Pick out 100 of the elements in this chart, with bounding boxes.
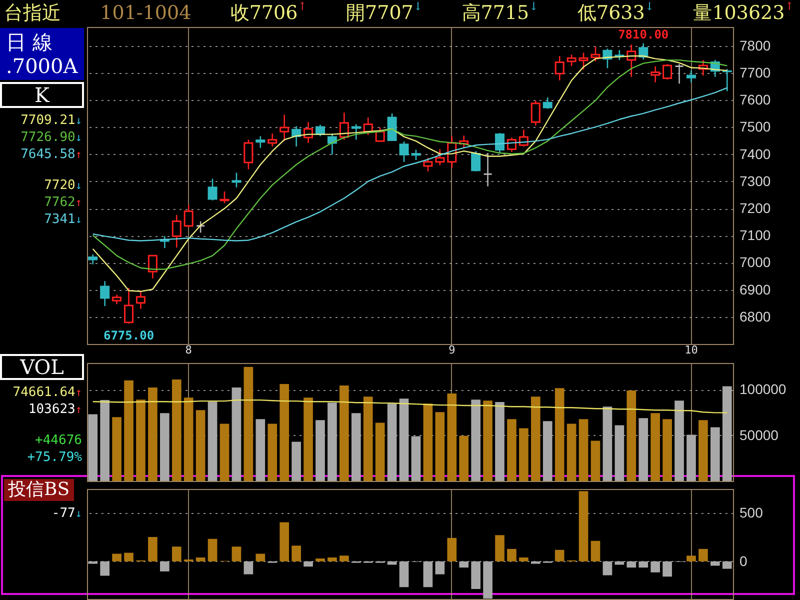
y-tick-label: 7500 — [740, 118, 771, 135]
bar — [208, 538, 218, 562]
bar — [698, 420, 708, 481]
candlestick — [208, 178, 218, 202]
y-tick-label: 6800 — [740, 308, 771, 324]
bar — [196, 410, 206, 481]
y-tick-label: 7600 — [740, 92, 771, 108]
y-tick-label: 7000 — [740, 254, 771, 270]
text: -77↓ — [50, 505, 83, 522]
chart-title: 台指近 — [4, 0, 61, 26]
bar — [554, 550, 564, 562]
candlestick — [495, 132, 505, 154]
bar — [280, 522, 290, 562]
bar — [495, 535, 504, 562]
bar — [256, 554, 266, 562]
candlestick — [590, 46, 600, 62]
x-tick-label: 9 — [448, 344, 456, 356]
bar — [483, 400, 492, 481]
text: 7709.21↓ — [20, 112, 83, 129]
y-tick-label: 100000 — [740, 381, 786, 398]
candlestick — [112, 294, 122, 305]
candlestick — [578, 52, 588, 70]
candlestick — [339, 112, 349, 140]
text: .7000A — [6, 54, 78, 78]
bar — [148, 537, 158, 562]
candlestick — [399, 140, 409, 163]
candlestick — [387, 112, 397, 142]
candlestick — [88, 254, 98, 265]
text: 7762↑ — [43, 194, 83, 211]
candlestick — [423, 157, 433, 172]
bar — [136, 400, 146, 481]
x-tick-label: 8 — [185, 344, 192, 356]
y-tick-label: 500 — [740, 504, 764, 521]
bar — [447, 538, 457, 562]
bar — [698, 548, 708, 562]
bar — [590, 440, 600, 481]
text: 74661.64↑ — [12, 384, 83, 401]
candlestick — [435, 148, 445, 166]
text: 開7707↓ — [346, 0, 423, 26]
bar — [196, 558, 206, 562]
text: K — [0, 82, 84, 108]
bar — [375, 422, 385, 481]
y-tick-label: 0 — [740, 552, 748, 569]
line-series — [92, 399, 728, 414]
candlestick — [136, 290, 146, 310]
candlestick — [351, 124, 361, 140]
bar — [88, 414, 98, 481]
candlestick — [172, 214, 182, 248]
bar — [124, 380, 134, 481]
candlestick — [471, 150, 481, 172]
x-tick-label: 10 — [684, 344, 698, 356]
candlestick — [375, 126, 385, 142]
text: 7720↓ — [43, 177, 83, 194]
candlestick — [650, 66, 660, 83]
bar — [160, 413, 170, 481]
candlestick — [626, 44, 636, 78]
bar — [507, 419, 516, 481]
bar — [220, 424, 230, 481]
bar — [363, 396, 373, 481]
bar — [124, 552, 134, 562]
candlestick — [148, 254, 158, 280]
bar — [578, 491, 588, 562]
bar — [447, 394, 457, 481]
text: 日 線 — [6, 30, 54, 54]
text: 103623↑ — [27, 401, 83, 418]
candlestick — [662, 63, 672, 80]
candlestick — [268, 132, 278, 148]
candlestick — [530, 100, 540, 126]
candlestick — [411, 149, 421, 161]
candlestick — [554, 55, 564, 82]
y-tick-label: 7400 — [740, 146, 771, 162]
y-tick-label: 7100 — [740, 227, 771, 244]
text: 投信BS — [4, 479, 74, 501]
y-tick-label: 7300 — [740, 172, 771, 189]
text: 低7633↓ — [577, 0, 654, 26]
bar — [232, 546, 242, 562]
candlestick — [280, 114, 290, 142]
bar — [459, 436, 469, 481]
bar — [578, 419, 588, 481]
text: 收7706↑ — [230, 0, 307, 26]
candlestick — [686, 70, 696, 83]
text: +75.79% — [26, 449, 83, 466]
candlestick — [244, 139, 254, 170]
bar — [244, 366, 254, 481]
bar — [280, 384, 290, 481]
annotation: 7810.00 — [618, 27, 669, 42]
bar — [148, 388, 158, 481]
bar — [316, 558, 325, 562]
candlestick — [542, 96, 552, 110]
candlestick — [124, 287, 134, 324]
text: 7645.58↑ — [20, 146, 83, 163]
bar — [590, 540, 600, 562]
candlestick — [566, 54, 576, 67]
bar — [626, 390, 636, 481]
candlestick — [196, 220, 206, 234]
bar — [519, 428, 528, 481]
bar — [328, 558, 337, 562]
bar — [112, 417, 122, 481]
text: 101-1004 — [100, 2, 192, 24]
bar — [507, 548, 516, 562]
